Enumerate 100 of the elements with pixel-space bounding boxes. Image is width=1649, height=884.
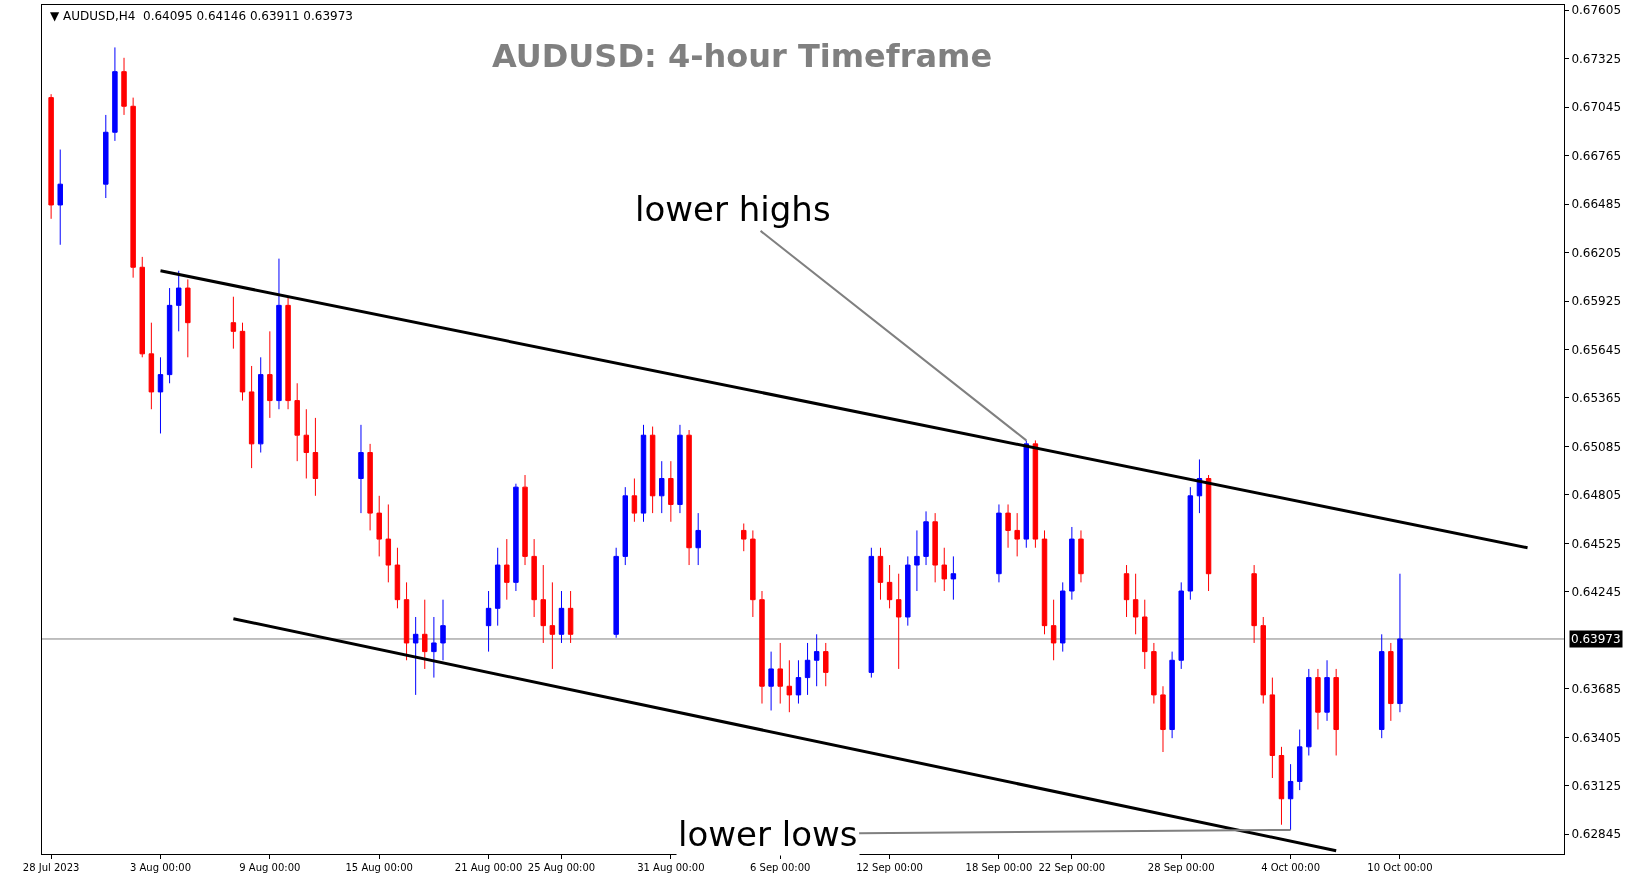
candlestick (385, 503, 392, 583)
annotation: lower lows (678, 814, 858, 854)
candlestick (923, 510, 929, 566)
x-tick-label: 22 Sep 00:00 (1038, 862, 1106, 873)
candlestick (1005, 503, 1011, 549)
candlestick (48, 93, 54, 220)
candlestick (394, 547, 401, 609)
candlestick (258, 356, 264, 454)
candlestick (1069, 526, 1075, 601)
candlestick (1160, 685, 1166, 753)
candlestick (1187, 486, 1194, 601)
candlestick (996, 503, 1002, 583)
candlestick (422, 599, 428, 670)
candlestick (267, 330, 273, 419)
x-tick-label: 28 Sep 00:00 (1147, 862, 1215, 873)
x-tick-label: 12 Sep 00:00 (856, 862, 923, 873)
candlestick (567, 590, 574, 644)
candlestick (312, 417, 319, 497)
candlestick (695, 512, 701, 566)
x-tick-label: 28 Jul 2023 (22, 862, 80, 873)
candlestick (1078, 529, 1084, 583)
candlestick (513, 483, 519, 592)
candlestick (631, 477, 638, 523)
y-tick-label: 0.65365 (1571, 391, 1622, 406)
candlestick (1169, 651, 1175, 739)
candlestick (549, 581, 556, 670)
candlestick (1151, 642, 1157, 705)
candlestick (823, 642, 829, 687)
candlestick (130, 97, 136, 279)
annotation: lower highs (635, 189, 831, 229)
y-tick-label: 0.62845 (1571, 827, 1622, 842)
candlestick (649, 426, 656, 514)
x-tick-label: 9 Aug 00:00 (239, 862, 301, 873)
x-tick-label: 31 Aug 00:00 (637, 862, 705, 873)
candlestick (1397, 573, 1403, 713)
candlestick (1014, 512, 1020, 557)
candlestick (285, 296, 291, 410)
x-tick-label: 25 Aug 00:00 (527, 862, 596, 873)
candlestick (531, 538, 537, 618)
y-tick-label: 0.65645 (1571, 342, 1622, 357)
y-tick-label: 0.67325 (1571, 51, 1622, 66)
candlestick (1287, 763, 1294, 831)
candlestick (1333, 668, 1339, 756)
candlestick (412, 616, 419, 696)
y-tick-label: 0.64805 (1571, 488, 1622, 503)
y-tick-label: 0.66765 (1571, 148, 1622, 163)
candlestick (431, 616, 437, 679)
y-tick-label: 0.63685 (1571, 682, 1622, 697)
candlestick (358, 424, 364, 514)
candlestick (248, 365, 255, 469)
candlestick (640, 424, 647, 523)
candlestick (440, 599, 446, 661)
y-tick-label: 0.67605 (1571, 3, 1622, 18)
candlestick (877, 547, 884, 601)
text: AUDUSD: 4-hour Timeframe (492, 36, 993, 75)
candlestick (1041, 529, 1048, 635)
candlestick (1178, 581, 1184, 670)
candlestick (504, 538, 510, 601)
candlestick (276, 258, 282, 410)
y-tick-label: 0.64525 (1571, 536, 1622, 551)
candlestick (613, 547, 619, 639)
candlestick (914, 529, 920, 592)
candlestick (886, 564, 893, 609)
y-tick-label: 0.64245 (1571, 585, 1622, 600)
candlestick (777, 642, 783, 705)
candlestick (57, 149, 63, 246)
candlestick (376, 495, 382, 557)
candlestick (786, 659, 793, 713)
candlestick (121, 57, 127, 116)
candlestick (166, 287, 173, 384)
candlestick (103, 114, 109, 199)
candlestick (112, 46, 118, 142)
candlestick (932, 512, 938, 583)
x-tick-label: 4 Oct 00:00 (1261, 862, 1320, 873)
candlestick (795, 659, 802, 705)
candlestick (868, 547, 875, 679)
candlestick (367, 443, 373, 531)
candlestick (157, 356, 164, 434)
candlestick (1251, 564, 1257, 644)
candlestick (1388, 642, 1394, 722)
candlestick (485, 590, 492, 653)
candlestick (175, 270, 182, 332)
candlestick (686, 429, 692, 566)
candlestick (659, 460, 665, 514)
x-tick-label: 3 Aug 00:00 (129, 862, 192, 873)
x-tick-label: 18 Sep 00:00 (965, 862, 1033, 873)
candlestick (558, 590, 565, 644)
candlestick (950, 555, 957, 601)
candlestick (403, 581, 410, 661)
candlestick (185, 278, 191, 358)
candlestick (239, 322, 246, 402)
y-tick-label: 0.65085 (1571, 439, 1622, 454)
candlestick (1205, 474, 1212, 592)
candlestick (1132, 573, 1139, 635)
candlestick (1123, 564, 1130, 618)
candlestick (494, 547, 501, 627)
y-tick-label: 0.63125 (1571, 778, 1622, 793)
candlestick (1378, 633, 1385, 739)
y-tick-label: 0.66205 (1571, 245, 1622, 260)
candlestick (905, 555, 911, 627)
